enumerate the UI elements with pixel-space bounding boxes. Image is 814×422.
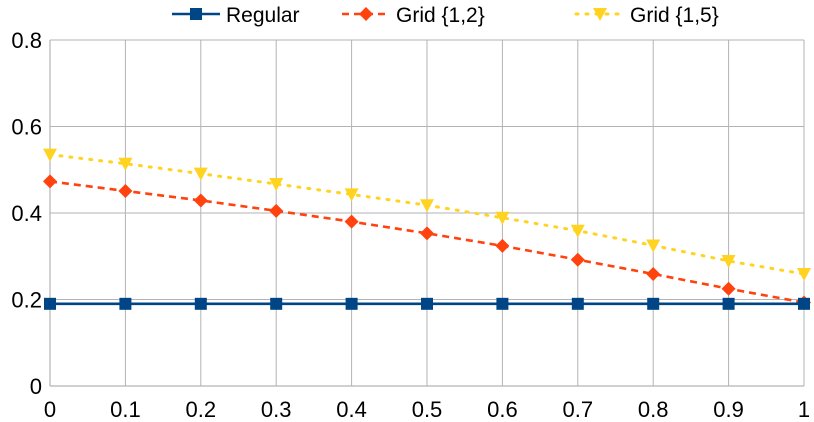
legend-item: Grid {1,2} [342,4,485,27]
tick-labels: 0 0.1 0.2 0.3 0.4 0.5 0.6 0.7 0.8 0.9 1 0 0.2 0.4 0.6 0… [11,28,810,422]
x-tick-label: 0 [44,397,56,422]
data-point [495,238,510,253]
series-0 [44,297,810,310]
data-point [44,297,56,310]
legend-label: Regular [226,4,300,27]
data-point [43,148,57,162]
data-point [570,252,585,267]
data-point [421,297,433,310]
series-group [43,148,811,310]
data-point [721,281,736,296]
data-point [798,297,810,310]
legend-marker [359,7,373,21]
legend: Regular Grid {1,2} Grid {1,5} [172,4,719,27]
x-tick-label: 0.4 [336,397,367,422]
data-point [571,297,584,310]
legend-label: Grid {1,5} [630,4,719,27]
x-tick-label: 0.9 [713,397,744,422]
data-point [420,199,434,213]
y-tick-label: 0.6 [11,115,42,140]
data-point [345,297,358,310]
legend-marker [593,8,607,21]
data-point [495,211,510,225]
legend-label: Grid {1,2} [396,4,485,27]
data-point [646,239,661,253]
legend-item: Grid {1,5} [574,4,719,27]
legend-item: Regular [172,4,300,27]
data-point [647,297,660,310]
data-point [797,267,811,281]
data-point [119,297,132,310]
data-point [420,226,434,241]
axes [49,40,804,387]
data-point [193,193,208,208]
series-line [49,180,805,304]
data-point [344,188,359,202]
x-tick-label: 0.3 [261,397,292,422]
y-tick-label: 0.2 [11,288,42,313]
data-point [721,255,736,269]
data-point [270,297,283,310]
y-tick-label: 0.8 [11,28,42,53]
x-tick-label: 0.5 [412,397,443,422]
data-point [722,297,735,310]
x-tick-label: 0.2 [186,397,217,422]
x-tick-label: 1 [798,397,810,422]
series-2 [43,148,811,281]
data-point [118,183,133,198]
data-point [269,178,284,192]
data-point [344,214,359,229]
data-point [269,203,284,218]
x-tick-label: 0.8 [638,397,669,422]
data-point [570,224,585,238]
y-tick-label: 0 [30,374,42,399]
grid-lines [49,39,805,387]
data-point [646,266,661,281]
data-point [496,297,509,310]
data-point [193,167,208,181]
x-tick-label: 0.1 [110,397,141,422]
x-tick-label: 0.6 [487,397,518,422]
legend-marker [190,8,202,20]
data-point [194,297,207,310]
data-point [43,174,57,189]
x-tick-label: 0.7 [563,397,594,422]
data-point [118,157,133,171]
y-tick-label: 0.4 [11,201,42,226]
